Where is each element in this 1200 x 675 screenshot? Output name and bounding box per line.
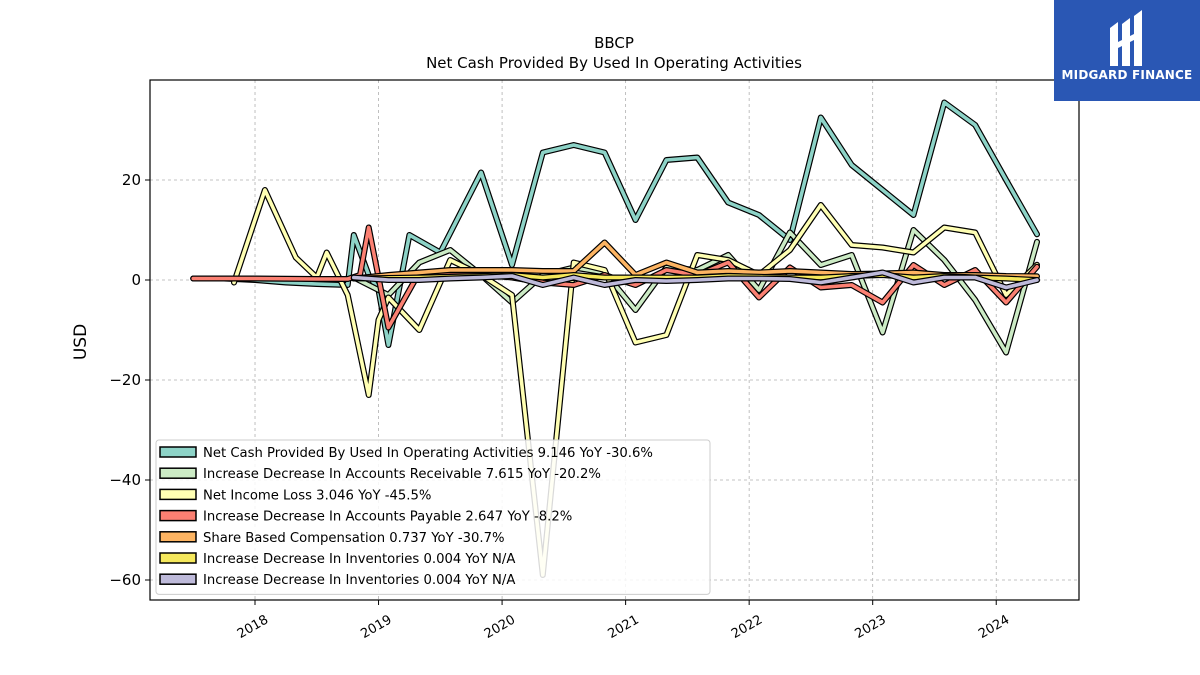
- series-2: [231, 187, 1040, 578]
- series-line: [351, 240, 1039, 281]
- series-0: [190, 99, 1040, 348]
- y-tick-label: 0: [131, 271, 141, 289]
- series-line: [191, 100, 1039, 347]
- series-lines: [190, 99, 1040, 578]
- x-tick-label: 2018: [235, 612, 271, 642]
- chart-title: BBCP: [594, 34, 634, 52]
- legend-label: Increase Decrease In Accounts Payable 2.…: [203, 510, 572, 525]
- legend-item: Increase Decrease In Accounts Payable 2.…: [159, 509, 572, 525]
- series-4: [350, 239, 1040, 282]
- series-line: [232, 188, 1039, 577]
- x-tick-label: 2022: [729, 612, 765, 642]
- series-6: [350, 269, 1040, 291]
- y-tick-label: −20: [109, 371, 141, 389]
- series-1: [350, 227, 1040, 356]
- legend-swatch: [159, 552, 197, 564]
- legend-label: Share Based Compensation 0.737 YoY -30.7…: [203, 531, 505, 546]
- legend-swatch: [159, 488, 197, 501]
- x-tick-label: 2021: [605, 612, 641, 642]
- x-axis: 2018 2019 2020 2021 2022 2023 2024: [235, 600, 1012, 642]
- legend-item: Increase Decrease In Accounts Receivable…: [159, 467, 601, 482]
- legend: Net Cash Provided By Used In Operating A…: [155, 439, 711, 595]
- legend-label: Increase Decrease In Inventories 0.004 Y…: [203, 573, 515, 588]
- legend-label: Increase Decrease In Inventories 0.004 Y…: [203, 552, 515, 567]
- plot-frame: [149, 79, 1080, 601]
- legend-label: Increase Decrease In Accounts Receivable…: [203, 467, 601, 482]
- x-tick-label: 2019: [358, 612, 394, 642]
- series-line-outline: [190, 99, 1040, 348]
- legend-swatch: [159, 573, 197, 585]
- legend-label: Net Cash Provided By Used In Operating A…: [203, 446, 653, 461]
- y-tick-label: −40: [109, 471, 141, 489]
- legend-swatch: [159, 446, 197, 458]
- legend-item: Increase Decrease In Inventories 0.004 Y…: [159, 573, 515, 588]
- x-tick-label: 2024: [976, 612, 1012, 642]
- series-line: [351, 270, 1039, 290]
- logo-mark-icon: [1110, 10, 1142, 66]
- legend-label: Net Income Loss 3.046 YoY -45.5%: [203, 488, 431, 503]
- legend-swatch: [159, 509, 197, 522]
- y-tick-label: 20: [122, 171, 141, 189]
- legend-item: Net Cash Provided By Used In Operating A…: [159, 446, 653, 461]
- legend-item: Increase Decrease In Inventories 0.004 Y…: [159, 552, 515, 567]
- series-line: [351, 228, 1039, 355]
- legend-item: Share Based Compensation 0.737 YoY -30.7…: [159, 531, 505, 546]
- chart-subtitle: Net Cash Provided By Used In Operating A…: [426, 54, 802, 72]
- brand-logo: MIDGARD FINANCE: [1054, 0, 1200, 101]
- legend-box: [155, 439, 711, 595]
- legend-swatch: [159, 531, 197, 543]
- y-tick-label: −60: [109, 571, 141, 589]
- x-tick-label: 2023: [853, 612, 889, 642]
- logo-text: MIDGARD FINANCE: [1061, 68, 1193, 82]
- legend-item: Net Income Loss 3.046 YoY -45.5%: [159, 488, 431, 503]
- x-tick-label: 2020: [482, 612, 518, 642]
- legend-swatch: [159, 467, 197, 479]
- y-axis: 20 0 −20 −40 −60: [109, 171, 150, 589]
- y-axis-label: USD: [71, 324, 91, 360]
